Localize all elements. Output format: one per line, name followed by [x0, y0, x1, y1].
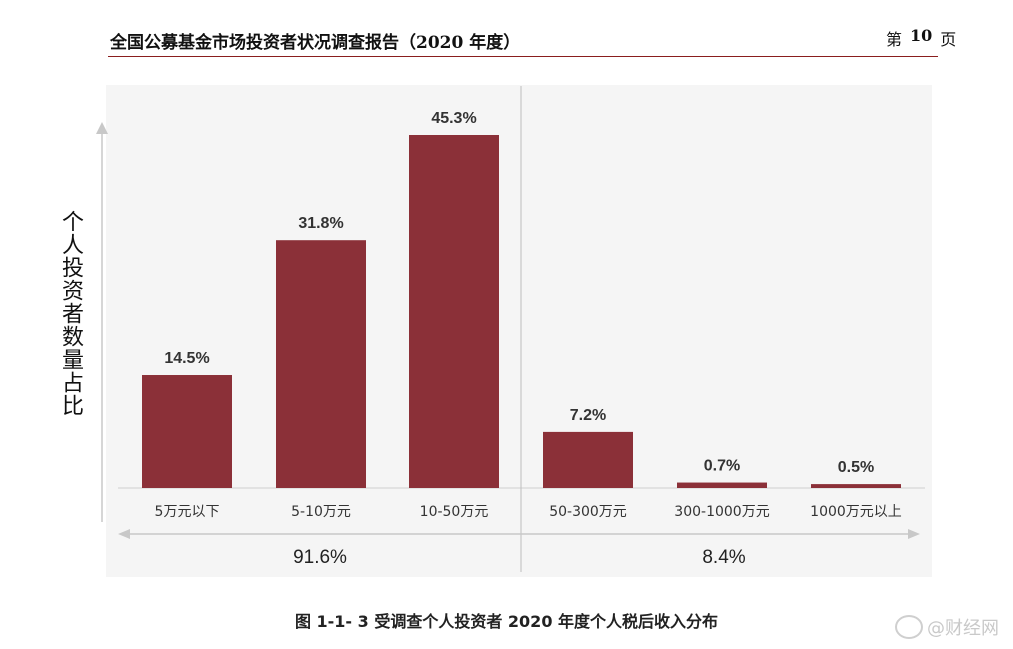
data-label: 0.5% — [838, 459, 874, 476]
x-tick-label: 1000万元以上 — [810, 504, 902, 520]
bar — [811, 484, 901, 488]
group-share-label: 8.4% — [702, 547, 745, 568]
group-share-label: 91.6% — [293, 547, 347, 568]
page-number-value: 10 — [910, 26, 933, 45]
x-tick-label: 300-1000万元 — [674, 504, 769, 520]
y-axis-label: 个人投资者数量占比 — [58, 210, 83, 417]
data-label: 7.2% — [570, 407, 606, 424]
y-axis-arrowhead — [96, 122, 108, 134]
bar — [543, 431, 633, 488]
bar — [142, 375, 232, 488]
page-prefix: 第 — [886, 30, 903, 49]
income-distribution-chart: 14.5% 5万元以下 31.8% 5-10万元 45.3% 10-50万元 7.2% 50-… — [96, 86, 925, 572]
page-suffix: 页 — [940, 30, 957, 49]
watermark-text: @财经网 — [927, 618, 999, 639]
data-label: 14.5% — [164, 350, 209, 367]
page-number: 第 10 页 — [886, 26, 956, 50]
document-title: 全国公募基金市场投资者状况调查报告（2020 年度） — [110, 33, 521, 53]
x-tick-label: 10-50万元 — [420, 504, 489, 520]
figure-caption: 图 1-1- 3 受调查个人投资者 2020 年度个人税后收入分布 — [294, 612, 719, 631]
watermark: @财经网 — [895, 614, 999, 640]
x-tick-label: 5万元以下 — [155, 504, 220, 520]
group-range-arrow-right — [908, 529, 920, 539]
bar — [276, 240, 366, 488]
group-range-arrow-left — [118, 529, 130, 539]
bar — [409, 135, 499, 488]
header-rule — [108, 56, 938, 57]
x-tick-label: 5-10万元 — [291, 504, 351, 520]
x-tick-label: 50-300万元 — [549, 504, 627, 520]
plot-background — [106, 85, 932, 577]
weibo-icon — [895, 615, 923, 639]
bar — [677, 482, 767, 488]
data-label: 45.3% — [431, 110, 476, 127]
data-label: 31.8% — [298, 215, 343, 232]
data-label: 0.7% — [704, 458, 740, 475]
